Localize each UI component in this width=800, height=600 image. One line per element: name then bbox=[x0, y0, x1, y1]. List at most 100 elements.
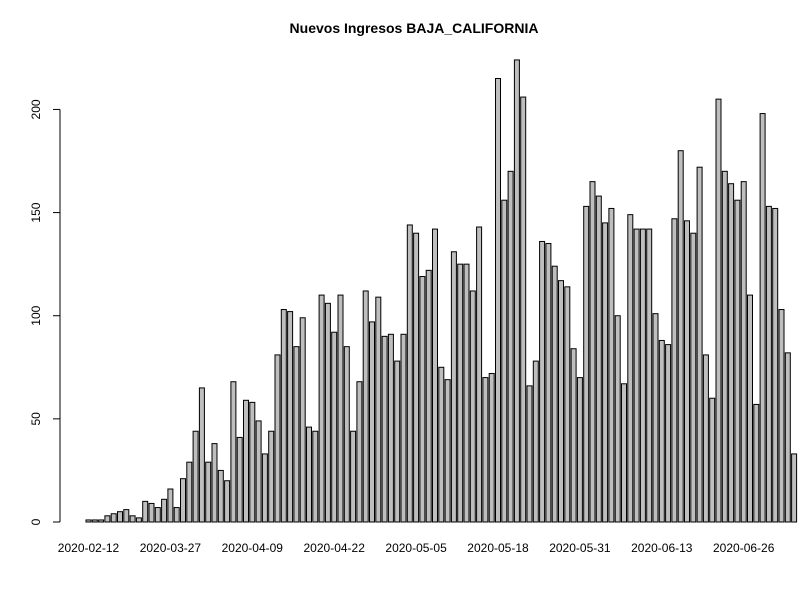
bar bbox=[362, 290, 369, 523]
bar bbox=[350, 430, 357, 523]
bar bbox=[394, 360, 401, 523]
bar bbox=[293, 346, 300, 523]
bar bbox=[280, 309, 287, 523]
y-tick-label: 50 bbox=[29, 412, 43, 426]
bar bbox=[400, 333, 407, 523]
bar bbox=[224, 480, 231, 523]
bar bbox=[734, 199, 741, 523]
bar bbox=[627, 214, 634, 523]
bar bbox=[413, 232, 420, 523]
bar bbox=[791, 453, 798, 523]
bar bbox=[148, 502, 155, 523]
bar bbox=[677, 150, 684, 523]
bar bbox=[268, 430, 275, 523]
bar bbox=[520, 96, 527, 523]
bar bbox=[261, 453, 268, 523]
bar bbox=[205, 461, 212, 523]
bar bbox=[419, 276, 426, 523]
bar bbox=[539, 240, 546, 523]
bar bbox=[765, 205, 772, 523]
bars-group bbox=[85, 59, 798, 523]
bar bbox=[482, 377, 489, 523]
bar bbox=[759, 113, 766, 523]
bar bbox=[343, 346, 350, 523]
bar bbox=[772, 207, 779, 523]
bar bbox=[457, 263, 464, 523]
bar bbox=[463, 263, 470, 523]
x-tick-label: 2020-04-09 bbox=[222, 541, 284, 555]
bar bbox=[255, 420, 262, 523]
x-tick-label: 2020-03-27 bbox=[140, 541, 202, 555]
bar bbox=[545, 243, 552, 523]
x-tick-label: 2020-06-26 bbox=[713, 541, 775, 555]
bar bbox=[154, 507, 161, 523]
bar bbox=[312, 430, 319, 523]
bar bbox=[167, 488, 174, 523]
bar bbox=[129, 515, 136, 523]
y-tick-label: 200 bbox=[29, 99, 43, 119]
bar bbox=[110, 513, 117, 523]
bar bbox=[217, 469, 224, 523]
bar bbox=[438, 366, 445, 523]
bar bbox=[299, 317, 306, 523]
bar bbox=[753, 403, 760, 523]
bar bbox=[747, 294, 753, 523]
bar bbox=[728, 183, 735, 523]
x-tick-label: 2020-04-22 bbox=[304, 541, 366, 555]
bar bbox=[173, 507, 180, 523]
bar bbox=[198, 387, 205, 523]
bar bbox=[425, 269, 432, 523]
bar bbox=[595, 195, 602, 523]
bar bbox=[117, 511, 123, 523]
bar bbox=[356, 381, 363, 523]
bar bbox=[665, 344, 672, 523]
bar bbox=[161, 498, 168, 523]
bar bbox=[652, 313, 659, 523]
bar bbox=[715, 98, 722, 523]
y-tick-label: 100 bbox=[29, 305, 43, 325]
bar bbox=[784, 352, 791, 523]
bar bbox=[249, 401, 256, 523]
bar bbox=[104, 515, 111, 523]
x-tick-label: 2020-05-05 bbox=[385, 541, 447, 555]
bar bbox=[570, 348, 577, 523]
y-tick-label: 150 bbox=[29, 202, 43, 222]
bar bbox=[671, 218, 678, 523]
bar bbox=[274, 354, 281, 523]
bar bbox=[495, 78, 501, 523]
bar bbox=[702, 354, 709, 523]
bar bbox=[526, 385, 533, 523]
bar bbox=[450, 251, 457, 523]
x-tick-label: 2020-05-31 bbox=[549, 541, 611, 555]
y-tick-label: 0 bbox=[29, 518, 43, 525]
bar bbox=[614, 315, 621, 523]
bar bbox=[658, 339, 665, 523]
bar bbox=[488, 372, 495, 523]
bar bbox=[318, 294, 325, 523]
bar bbox=[123, 509, 130, 523]
bar bbox=[306, 426, 312, 523]
bar bbox=[243, 399, 249, 523]
bar bbox=[501, 199, 508, 523]
bar bbox=[211, 443, 218, 523]
x-tick-label: 2020-06-13 bbox=[631, 541, 693, 555]
bar bbox=[633, 228, 640, 523]
bar bbox=[331, 331, 338, 523]
bar bbox=[476, 226, 483, 523]
bar bbox=[85, 519, 92, 523]
bar bbox=[381, 335, 388, 523]
bar bbox=[564, 286, 571, 523]
bar bbox=[337, 294, 344, 523]
bar bbox=[507, 170, 514, 523]
bar bbox=[469, 290, 476, 523]
bar bbox=[602, 222, 609, 523]
bar bbox=[375, 296, 382, 523]
bar bbox=[696, 166, 703, 523]
bar bbox=[406, 224, 413, 523]
bar bbox=[192, 430, 199, 523]
bar bbox=[639, 228, 646, 523]
bar bbox=[646, 228, 653, 523]
bar bbox=[589, 181, 596, 523]
bar bbox=[740, 181, 747, 523]
